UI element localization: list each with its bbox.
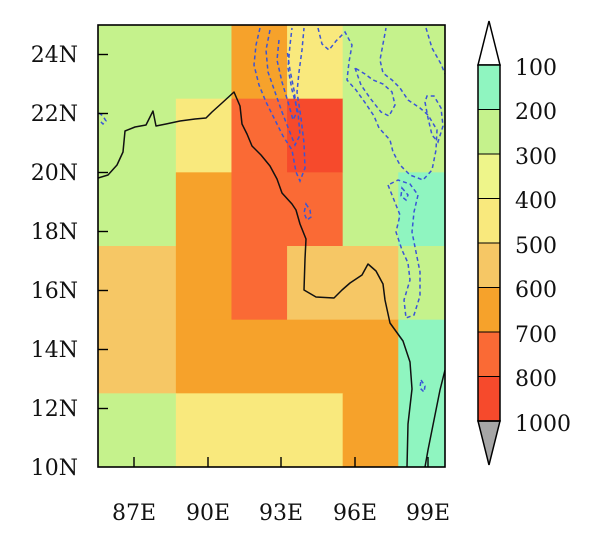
coastline-right-edge	[424, 369, 445, 467]
lat-tick-label: 18N	[31, 220, 78, 245]
colorbar-label: 500	[515, 234, 557, 259]
colorbar-label: 1000	[515, 412, 571, 437]
grid-cell	[231, 246, 288, 321]
grid-cell	[231, 172, 344, 247]
shaded-field	[98, 25, 445, 467]
colorbar-bin	[477, 198, 501, 244]
grid-cell	[98, 319, 177, 394]
contour-bay-inner	[276, 39, 298, 123]
grid-cell	[175, 319, 399, 394]
lon-tick-label: 87E	[112, 501, 156, 526]
contour-west-small	[98, 112, 107, 126]
contours	[98, 27, 445, 394]
colorbar-label: 100	[515, 56, 557, 81]
colorbar-bin	[477, 109, 501, 155]
grid-cell	[98, 98, 177, 173]
grid-cell	[175, 98, 232, 173]
contour-east-lower	[387, 179, 421, 320]
colorbar-bin	[477, 376, 501, 422]
latitude-axis: 24N 22N 20N 18N 16N 14N 12N 10N	[31, 43, 108, 481]
colorbar-bin	[477, 153, 501, 199]
map-frame	[97, 24, 446, 468]
grid-cell	[98, 393, 177, 467]
grid-cell	[342, 98, 445, 173]
colorbar-bin	[477, 331, 501, 377]
colorbar-frame	[477, 64, 501, 422]
lat-tick-label: 22N	[31, 102, 78, 127]
lon-tick-label: 93E	[259, 501, 303, 526]
coastline	[98, 91, 445, 467]
grid-cell	[98, 246, 177, 321]
colorbar-bin	[477, 242, 501, 288]
colorbar-label: 400	[515, 189, 557, 214]
contour-south-tiny	[419, 377, 426, 394]
colorbar-label: 600	[515, 278, 557, 303]
grid-cell	[175, 25, 232, 100]
grid-cell	[287, 25, 344, 100]
lat-tick-label: 24N	[31, 43, 78, 68]
contour-bay-middle	[265, 27, 301, 147]
grid-cell	[175, 246, 232, 321]
grid-cell	[398, 172, 445, 247]
lat-tick-label: 20N	[31, 161, 78, 186]
contour-east-right-edge	[425, 27, 445, 75]
contour-east-inner	[353, 66, 396, 117]
colorbar-bin	[477, 64, 501, 110]
contour-east-tiny	[400, 186, 409, 202]
grid-cell	[98, 172, 177, 247]
lon-tick-label: 96E	[333, 501, 377, 526]
grid-cell	[342, 25, 445, 100]
contour-small-loop	[303, 202, 312, 222]
grid-cell	[175, 393, 344, 467]
colorbar-extend-top	[477, 20, 501, 66]
contour-bay-outer	[253, 27, 306, 183]
grid-cell	[342, 172, 399, 247]
lon-tick-label: 90E	[186, 501, 230, 526]
lat-tick-label: 14N	[31, 338, 78, 363]
colorbar-extend-bottom	[477, 420, 501, 466]
lat-tick-label: 10N	[31, 456, 78, 481]
contour-east-outer	[317, 27, 438, 181]
colorbar-label: 700	[515, 323, 557, 348]
grid-cell	[287, 98, 344, 173]
contour-east-loop-right	[424, 95, 444, 144]
grid-cell	[398, 246, 445, 321]
colorbar-label: 300	[515, 145, 557, 170]
lat-tick-label: 12N	[31, 397, 78, 422]
lon-tick-label: 99E	[406, 501, 450, 526]
colorbar-label: 800	[515, 367, 557, 392]
grid-cell	[398, 319, 445, 394]
grid-cell	[98, 25, 177, 100]
colorbar-label: 200	[515, 100, 557, 125]
colorbar: 100 200 300 400 500 600 700 800 1000	[477, 20, 571, 466]
longitude-axis: 87E 90E 93E 96E 99E	[112, 457, 450, 526]
grid-cell	[342, 393, 399, 467]
grid-cell	[398, 393, 445, 467]
lat-tick-label: 16N	[31, 279, 78, 304]
grid-cell	[231, 25, 288, 100]
colorbar-bin	[477, 287, 501, 333]
grid-cell	[175, 172, 232, 247]
coastline-india-bangladesh-myanmar	[98, 91, 413, 467]
